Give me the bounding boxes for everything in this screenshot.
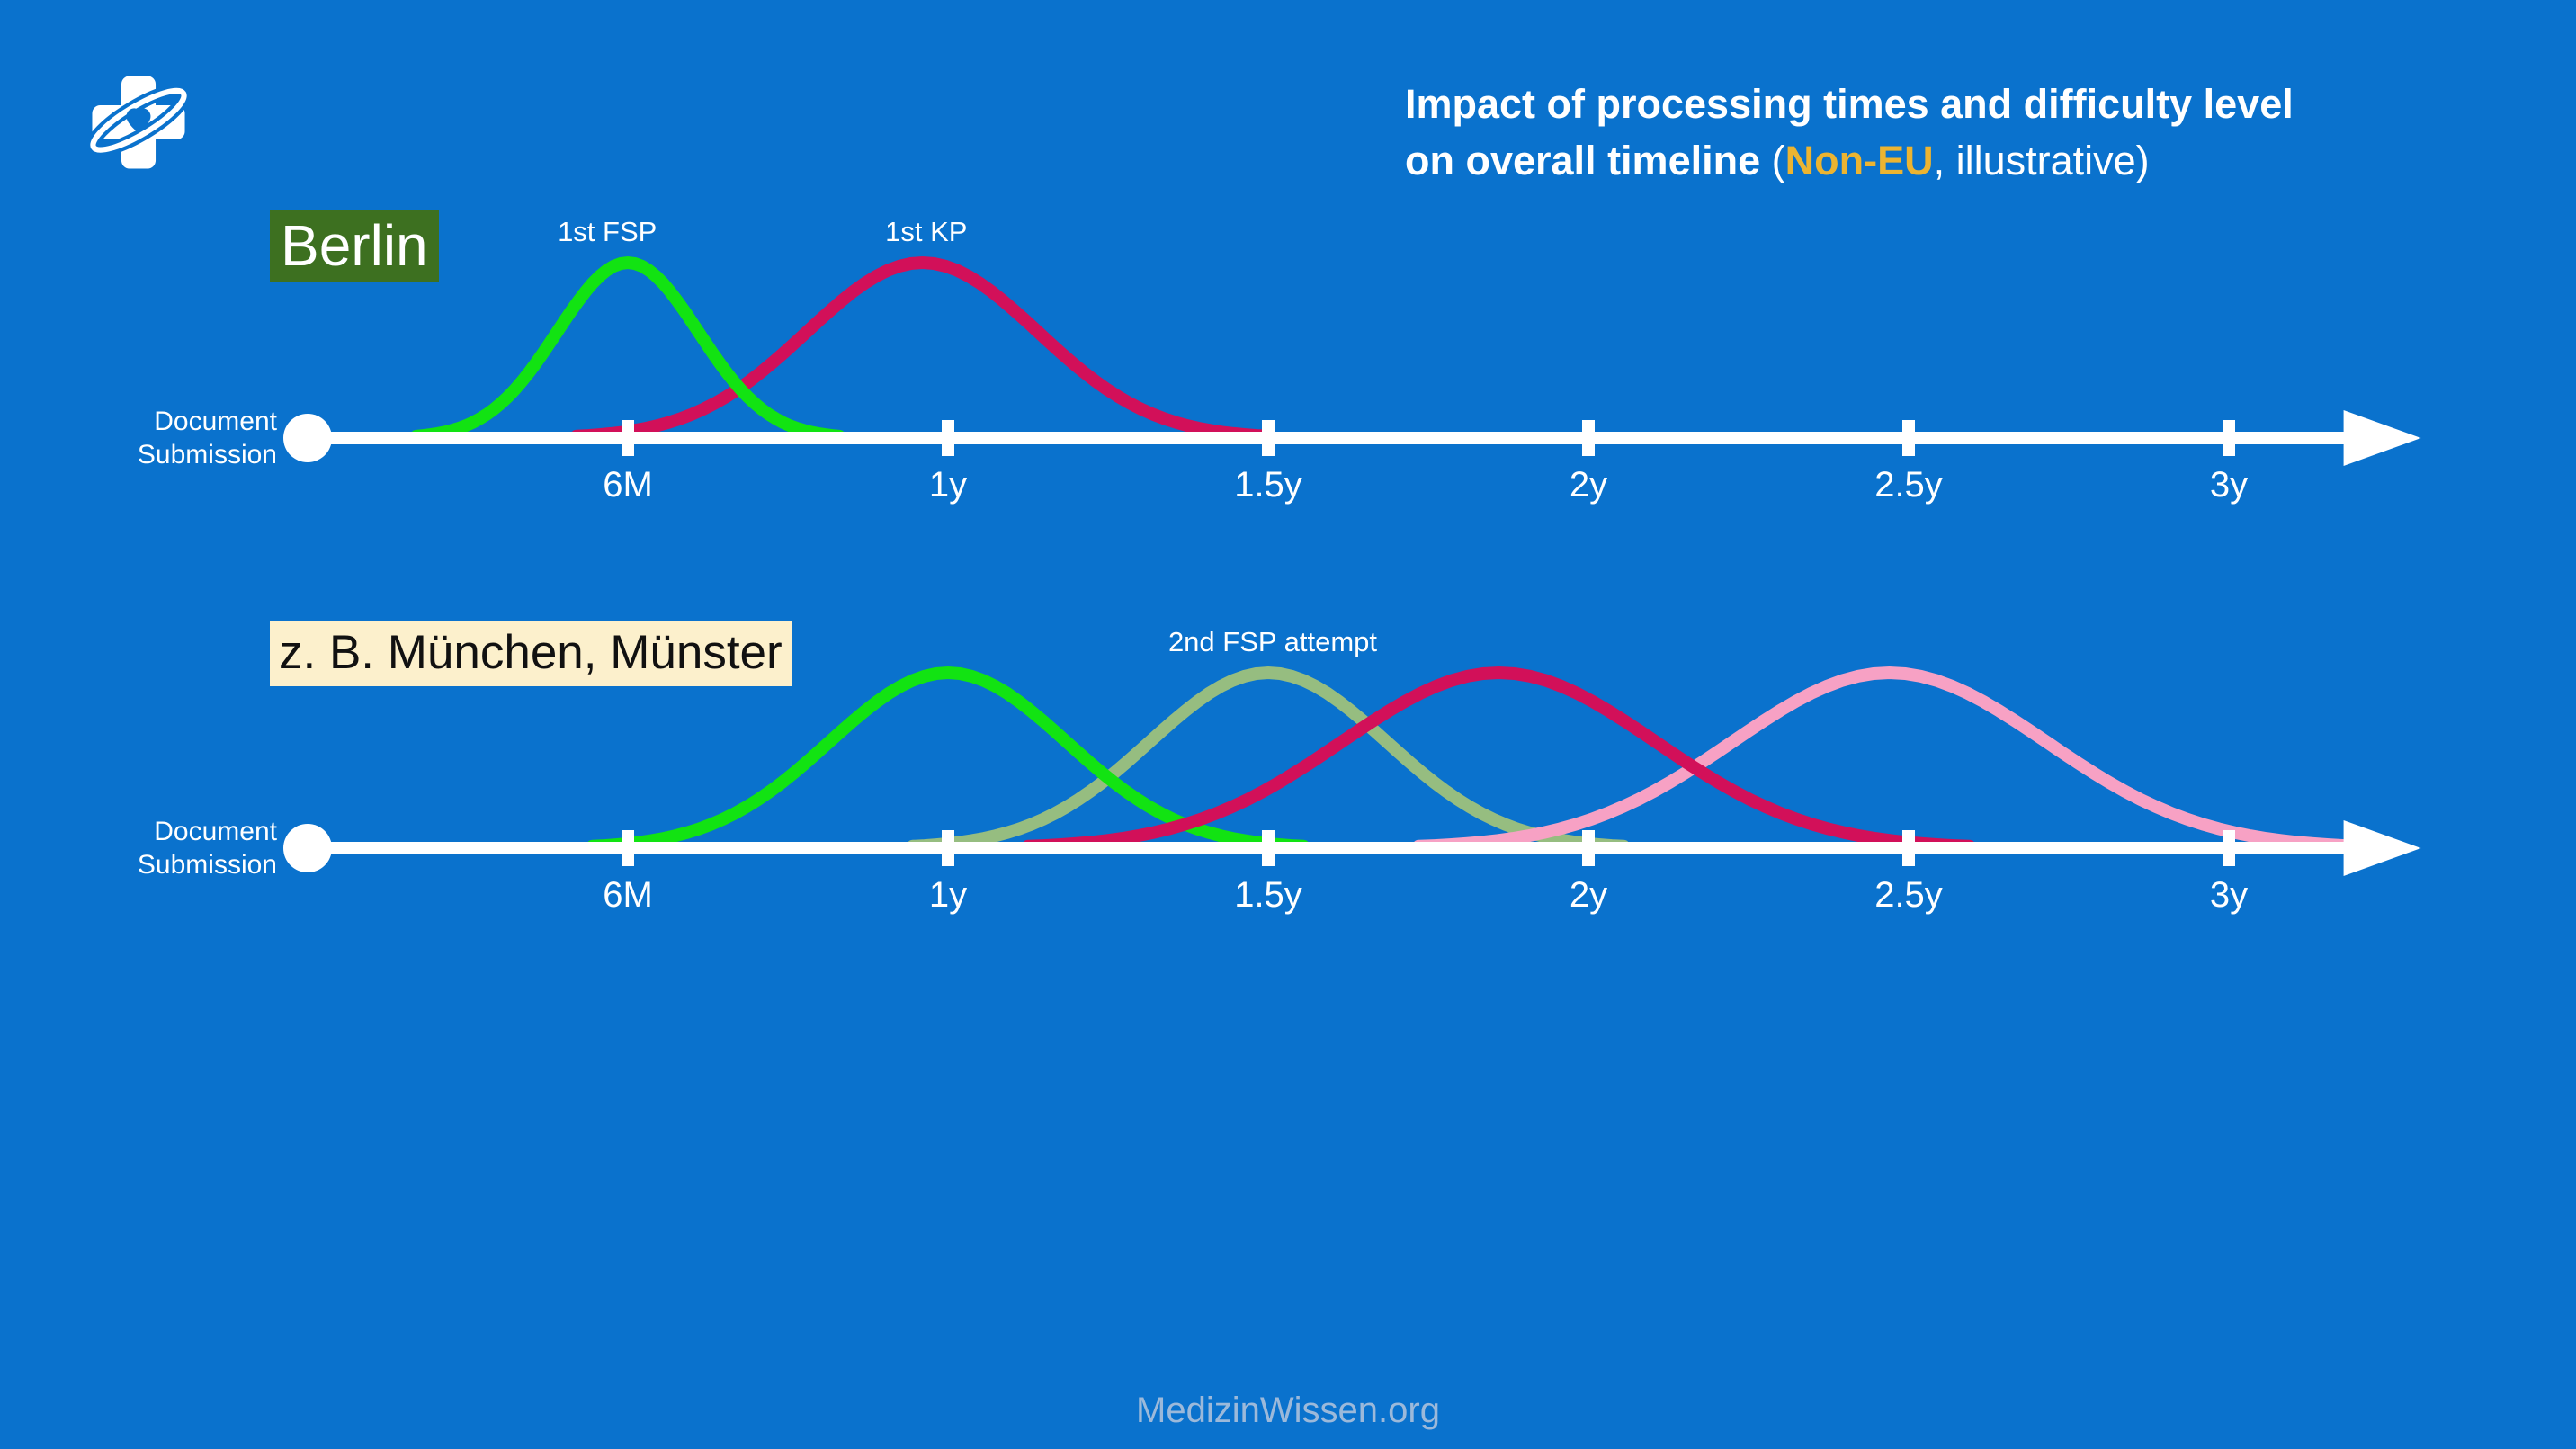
origin-dot <box>283 824 332 872</box>
axis-tick-label-1y: 1y <box>928 875 968 915</box>
axis-tick <box>622 420 634 456</box>
curve-label-1st-fsp: 1st FSP <box>558 216 657 247</box>
title-line2: on overall timeline (Non-EU, illustrativ… <box>1405 138 2150 183</box>
axis-tick-label-3y: 3y <box>2209 465 2249 505</box>
axis-tick-label-1-5y: 1.5y <box>1234 465 1302 505</box>
axis-tick-label-2y: 2y <box>1569 465 1608 505</box>
axis-tick <box>1582 830 1595 866</box>
curve-1st-fsp <box>410 255 845 443</box>
timeline-axis <box>308 432 2349 444</box>
axis-tick-label-1-5y: 1.5y <box>1234 875 1302 915</box>
axis-tick <box>942 420 954 456</box>
axis-arrowhead-icon <box>2343 820 2421 876</box>
axis-tick <box>1262 420 1275 456</box>
axis-tick-label-2-5y: 2.5y <box>1874 875 1943 915</box>
curve-1st-kp <box>1022 666 1976 853</box>
origin-dot <box>283 414 332 462</box>
curve-2nd-fsp-attempt <box>906 666 1631 853</box>
curve-label-2nd-fsp-attempt: 2nd FSP attempt <box>1167 626 1377 657</box>
origin-label-document-submission: Document Submission <box>137 407 277 470</box>
section-label-muenchen-muenster: z. B. München, Münster <box>270 621 792 686</box>
timeline-group-0 <box>283 255 2421 466</box>
curve-2nd-kp <box>1412 666 2366 853</box>
footer-site-name: MedizinWissen.org <box>1136 1391 1440 1430</box>
axis-tick-label-2-5y: 2.5y <box>1874 465 1943 505</box>
timeline-axis <box>308 842 2349 854</box>
axis-tick <box>622 830 634 866</box>
section-label-berlin: Berlin <box>270 210 439 282</box>
axis-tick <box>1582 420 1595 456</box>
curve-label-1st-kp: 1st KP <box>885 216 968 247</box>
axis-arrowhead-icon <box>2343 410 2421 466</box>
orbit-swoosh <box>90 87 187 153</box>
axis-tick-label-2y: 2y <box>1569 875 1608 915</box>
axis-tick-label-3y: 3y <box>2209 875 2249 915</box>
medizinwissen-logo-icon <box>86 76 191 169</box>
timeline-group-1 <box>283 666 2421 876</box>
axis-tick <box>1902 830 1915 866</box>
axis-tick <box>2223 420 2235 456</box>
axis-tick <box>2223 830 2235 866</box>
heart-icon <box>126 108 151 134</box>
axis-tick <box>942 830 954 866</box>
axis-tick-label-6m: 6M <box>603 875 653 915</box>
axis-tick <box>1262 830 1275 866</box>
origin-label-document-submission: Document Submission <box>137 817 277 880</box>
axis-tick <box>1902 420 1915 456</box>
axis-tick-label-1y: 1y <box>928 465 968 505</box>
curve-1st-kp <box>570 255 1275 443</box>
axis-tick-label-6m: 6M <box>603 465 653 505</box>
title-line1: Impact of processing times and difficult… <box>1405 81 2294 127</box>
page-title: Impact of processing times and difficult… <box>1405 76 2484 189</box>
non-eu-highlight: Non-EU <box>1784 138 1934 183</box>
